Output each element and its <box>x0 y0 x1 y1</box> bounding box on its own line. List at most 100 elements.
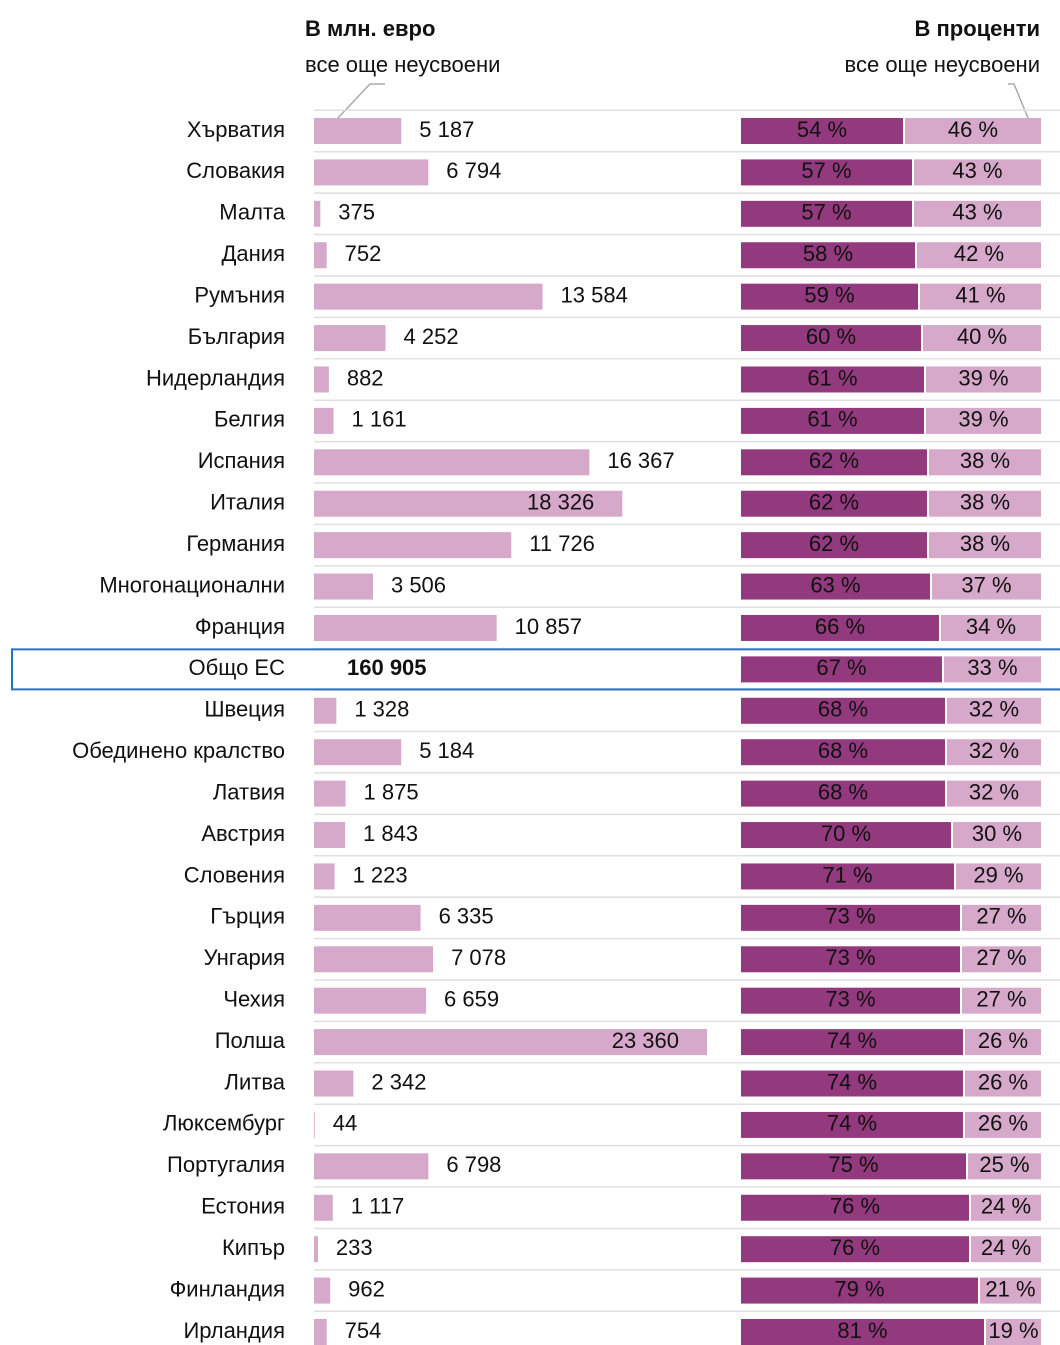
absorbed-bar <box>741 656 942 683</box>
category-label: Литва <box>225 1069 286 1094</box>
value-label: 11 726 <box>529 531 595 556</box>
category-label: Многонационални <box>99 572 285 597</box>
bar <box>314 863 335 890</box>
unabsorbed-bar <box>971 1236 1041 1263</box>
value-label: 16 367 <box>607 448 674 473</box>
absorbed-bar <box>741 325 921 352</box>
pct-label: 62 % <box>809 490 859 515</box>
category-label: Полша <box>215 1028 286 1053</box>
absorbed-bar <box>741 697 945 724</box>
bar <box>314 1319 327 1345</box>
unabsorbed-bar <box>932 573 1041 600</box>
pct-label: 26 % <box>978 1028 1028 1053</box>
absorbed-bar <box>741 780 945 807</box>
value-label: 962 <box>348 1276 385 1301</box>
category-label: Финландия <box>170 1276 285 1301</box>
category-label: Германия <box>186 531 285 556</box>
bar <box>314 283 543 310</box>
absorbed-bar <box>741 1319 984 1345</box>
pct-label: 68 % <box>818 779 868 804</box>
pct-label: 27 % <box>976 904 1026 929</box>
category-label: Хърватия <box>187 117 285 142</box>
pct-label: 37 % <box>961 572 1011 597</box>
pct-label: 32 % <box>969 779 1019 804</box>
value-label: 754 <box>345 1318 382 1343</box>
bar <box>314 159 429 186</box>
unabsorbed-bar <box>929 532 1041 559</box>
pct-label: 73 % <box>825 987 875 1012</box>
bar <box>314 1070 354 1097</box>
value-label: 44 <box>333 1111 357 1136</box>
value-label: 23 360 <box>612 1028 679 1053</box>
unabsorbed-bar <box>962 904 1041 931</box>
pct-label: 79 % <box>834 1276 884 1301</box>
value-label: 6 335 <box>439 904 494 929</box>
value-label: 4 252 <box>404 324 459 349</box>
pct-label: 58 % <box>803 241 853 266</box>
left-title: В млн. евро <box>305 16 435 41</box>
unabsorbed-bar <box>917 242 1041 269</box>
bar <box>314 573 373 600</box>
unabsorbed-bar <box>926 407 1041 434</box>
category-label: Чехия <box>223 987 285 1012</box>
category-label: Дания <box>222 241 286 266</box>
absorbed-bar <box>741 532 927 559</box>
pct-label: 24 % <box>981 1194 1031 1219</box>
absorbed-bar <box>741 1277 978 1304</box>
absorbed-bar <box>741 904 960 931</box>
pct-label: 54 % <box>797 117 847 142</box>
unabsorbed-bar <box>923 325 1041 352</box>
bar <box>314 242 327 269</box>
unabsorbed-bar <box>956 863 1041 890</box>
bar <box>314 449 590 476</box>
unabsorbed-bar <box>929 490 1041 517</box>
pct-label: 26 % <box>978 1069 1028 1094</box>
unabsorbed-bar <box>986 1319 1041 1345</box>
pct-label: 67 % <box>816 655 866 680</box>
pct-label: 60 % <box>806 324 856 349</box>
pct-label: 81 % <box>837 1318 887 1343</box>
category-label: Люксембург <box>163 1111 285 1136</box>
pct-label: 38 % <box>960 448 1010 473</box>
pct-label: 73 % <box>825 945 875 970</box>
absorbed-bar <box>741 490 927 517</box>
pct-label: 27 % <box>976 945 1026 970</box>
leader-line <box>335 83 385 121</box>
value-label: 5 187 <box>419 117 474 142</box>
bar <box>314 1029 707 1056</box>
absorbed-bar <box>741 283 918 310</box>
absorbed-bar <box>741 449 927 476</box>
category-label: Италия <box>210 490 285 515</box>
absorbed-bar <box>741 822 951 849</box>
absorbed-bar <box>741 1194 969 1221</box>
bar <box>314 1194 333 1221</box>
unabsorbed-bar <box>980 1277 1041 1304</box>
category-label: Австрия <box>201 821 285 846</box>
value-label: 13 584 <box>561 282 628 307</box>
absorbed-bar <box>741 366 924 393</box>
pct-label: 59 % <box>804 282 854 307</box>
pct-label: 66 % <box>815 614 865 639</box>
value-label: 1 223 <box>353 862 408 887</box>
pct-label: 74 % <box>827 1069 877 1094</box>
bar <box>314 904 421 931</box>
value-label: 1 328 <box>354 697 409 722</box>
bar <box>314 1277 331 1304</box>
bar <box>314 1111 315 1138</box>
value-label: 3 506 <box>391 572 446 597</box>
unabsorbed-bar <box>926 366 1041 393</box>
unabsorbed-bar <box>962 987 1041 1014</box>
unabsorbed-bar <box>962 946 1041 973</box>
absorbed-bar <box>741 1111 963 1138</box>
absorbed-bar <box>741 200 912 227</box>
category-label: Белгия <box>214 407 285 432</box>
unabsorbed-bar <box>920 283 1041 310</box>
unabsorbed-bar <box>944 656 1041 683</box>
pct-label: 74 % <box>827 1111 877 1136</box>
pct-label: 27 % <box>976 987 1026 1012</box>
unabsorbed-bar <box>965 1029 1041 1056</box>
absorbed-bar <box>741 1236 969 1263</box>
category-label: Франция <box>195 614 285 639</box>
pct-label: 76 % <box>830 1235 880 1260</box>
category-label: България <box>188 324 285 349</box>
